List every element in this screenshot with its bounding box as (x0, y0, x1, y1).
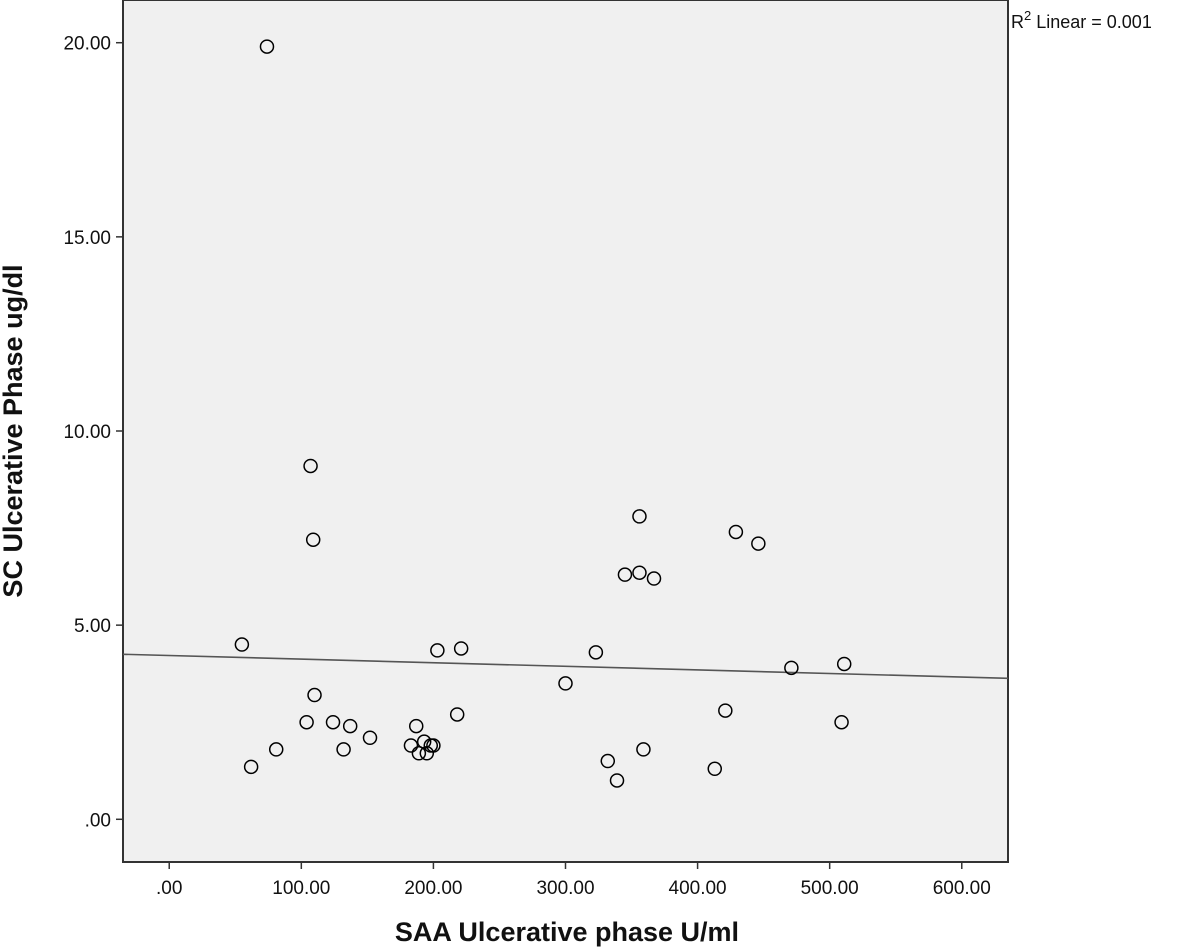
data-point (307, 687, 322, 703)
r2-annotation: R2 Linear = 0.001 (1011, 8, 1152, 32)
data-point (718, 703, 733, 718)
data-points (234, 39, 852, 788)
data-point (336, 742, 351, 757)
data-point (411, 746, 427, 761)
data-point (636, 742, 651, 757)
plot-area (122, 0, 1009, 863)
y-axis: .00 5.00 10.00 15.00 20.00 (63, 34, 123, 831)
data-point (243, 759, 259, 775)
data-point (430, 643, 445, 658)
data-point (646, 571, 662, 586)
data-point (453, 641, 469, 656)
data-point (305, 532, 321, 547)
data-point (299, 714, 314, 730)
data-point (449, 707, 465, 722)
x-tick-label: 400.00 (669, 878, 727, 899)
x-tick-label: 600.00 (933, 878, 991, 899)
data-point (600, 753, 616, 769)
data-point (268, 742, 284, 757)
data-point (836, 656, 852, 672)
data-point (342, 718, 358, 734)
data-point (558, 676, 573, 691)
y-tick-label: 10.00 (63, 422, 111, 443)
x-tick-label: 200.00 (404, 878, 462, 899)
data-point (325, 714, 341, 730)
data-point (403, 738, 419, 753)
data-point (751, 536, 766, 551)
data-point (632, 509, 647, 524)
y-tick-label: 15.00 (63, 228, 111, 249)
data-point (303, 458, 318, 474)
data-point (728, 524, 744, 540)
data-point (234, 637, 250, 652)
data-point (609, 773, 625, 788)
x-tick-label: 300.00 (536, 878, 594, 899)
data-point (588, 645, 604, 660)
data-point (617, 567, 633, 582)
x-axis-title: SAA Ulcerative phase U/ml (395, 917, 739, 947)
data-point (834, 714, 849, 730)
data-point (408, 718, 424, 734)
x-tick-label: 500.00 (801, 878, 859, 899)
y-axis-title: SC Ulcerative Phase ug/dl (0, 264, 28, 597)
y-tick-label: 20.00 (63, 34, 111, 55)
linear-fit-line (122, 653, 1009, 680)
y-tick-label: 5.00 (74, 616, 111, 637)
data-point (362, 730, 378, 745)
x-tick-label: 100.00 (272, 878, 330, 899)
x-tick-label: .00 (156, 878, 182, 899)
data-point (707, 761, 723, 777)
x-axis: .00 100.00 200.00 300.00 400.00 500.00 600.00 (156, 862, 991, 899)
data-point (632, 565, 647, 580)
data-point (784, 660, 799, 676)
data-point (419, 746, 435, 761)
data-point (259, 39, 275, 54)
y-tick-label: .00 (85, 810, 111, 831)
